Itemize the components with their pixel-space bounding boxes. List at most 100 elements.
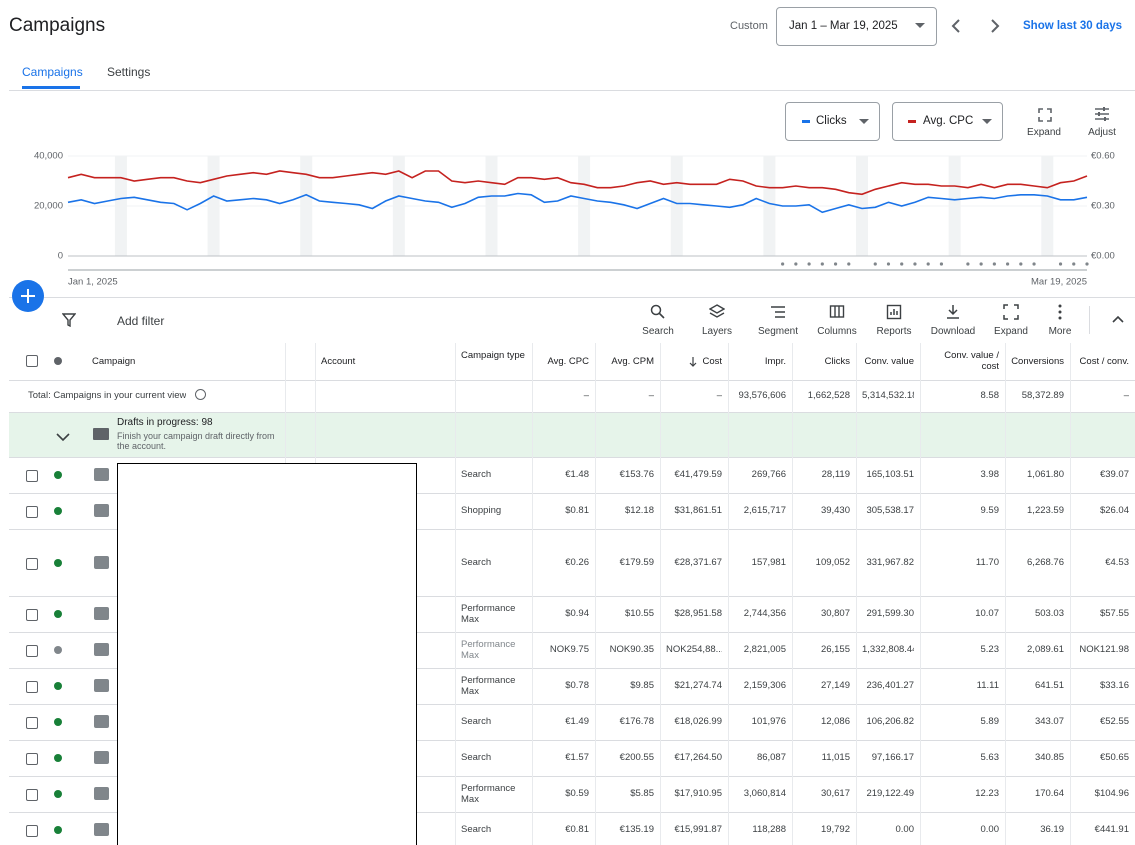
tool-button[interactable]: Layers [701, 326, 732, 337]
sort-arrow [689, 355, 697, 367]
tab[interactable]: Settings [107, 65, 151, 79]
metric-cell: €441.91 [1094, 824, 1129, 835]
divider [9, 90, 1135, 91]
tool-button[interactable]: Expand [994, 326, 1028, 337]
metric-cell: €41,479.59 [674, 469, 722, 480]
row-checkbox [26, 506, 38, 518]
drafts-title: Drafts in progress: 98 [117, 417, 213, 428]
metric-cell: 157,981 [751, 556, 786, 568]
column-header: Cost [702, 356, 722, 367]
chart-button[interactable]: Expand [1027, 127, 1061, 138]
column-divider [660, 343, 661, 845]
metric-cell: $0.94 [565, 608, 589, 619]
timeline-marker [833, 262, 838, 266]
column-divider [728, 343, 729, 845]
metric-select[interactable]: Clicks [785, 102, 880, 141]
drafts-row [9, 413, 1135, 457]
timeline-marker [781, 262, 785, 266]
metric-cell: €179.59 [619, 556, 654, 568]
metric-cell: €4.53 [1105, 556, 1129, 568]
metric-cell: 641.51 [1034, 680, 1064, 691]
prev-button[interactable] [950, 18, 962, 34]
date-range: Jan 1 – Mar 19, 2025 [789, 20, 898, 32]
tool-icon [650, 304, 666, 320]
legend-label: Avg. CPC [923, 115, 974, 127]
tool-button[interactable]: Segment [757, 326, 799, 337]
campaign-table: Campaign Account Campaign type Avg. CPC Avg.… [0, 343, 1135, 845]
tool-button[interactable]: Download [930, 326, 976, 337]
y2-tick-label: €0.30 [1091, 201, 1115, 212]
metric-cell: NOK9.75 [549, 644, 589, 655]
row-divider [9, 529, 1135, 530]
row-checkbox [26, 470, 38, 482]
metric-cell: 305,538.17 [866, 505, 914, 516]
collapse-button[interactable] [1112, 315, 1124, 323]
tool-button[interactable]: Search [642, 326, 674, 337]
metric-cell: 291,599.30 [866, 608, 914, 619]
metric-cell: $0.59 [565, 788, 589, 799]
status-header [54, 357, 62, 365]
metric-cell: 2,159,306 [743, 680, 786, 691]
folder-icon [93, 428, 109, 440]
metric-cell: $31,861.51 [674, 505, 722, 516]
metric-cell: 503.03 [1034, 608, 1064, 619]
row-divider [9, 632, 1135, 633]
timeline-marker [794, 262, 798, 266]
campaign-type: Search [461, 752, 492, 763]
metric-cell: 2,089.61 [1027, 644, 1064, 655]
tab[interactable]: Campaigns [22, 65, 83, 79]
tool-icon [1052, 304, 1068, 320]
add-button[interactable] [11, 279, 45, 313]
tool-icon [945, 304, 961, 320]
metric-cell: 26,155 [820, 644, 850, 655]
y-tick-label: 20,000 [34, 201, 63, 212]
campaign-type-icon [94, 643, 109, 656]
column-header: Campaign type [461, 350, 525, 361]
metric-cell: €1.57 [565, 752, 589, 763]
metric-cell: 39,430 [820, 505, 850, 516]
metric-cell: 3,060,814 [743, 788, 786, 799]
tool-button[interactable]: More [1048, 326, 1072, 337]
row-divider [9, 493, 1135, 494]
metric-cell: €1.48 [565, 469, 589, 480]
row-checkbox [26, 825, 38, 837]
campaign-type-icon [94, 751, 109, 764]
date-picker[interactable]: Jan 1 – Mar 19, 2025 [776, 7, 937, 46]
campaign-type: Search [461, 556, 492, 568]
metric-cell: €50.65 [1099, 752, 1129, 763]
chart-button[interactable]: Adjust [1088, 127, 1116, 138]
y-tick-label: 40,000 [34, 151, 63, 162]
total-cell: – [648, 390, 654, 401]
metric-cell: $10.55 [624, 608, 654, 619]
metric-select[interactable]: Avg. CPC [892, 102, 1003, 141]
campaign-type: Search [461, 469, 492, 480]
metric-cell: €0.26 [565, 556, 589, 568]
expand-chevron [56, 429, 70, 442]
timeline-marker [966, 262, 970, 266]
metric-cell: 5.89 [980, 716, 1000, 727]
timeline-marker [847, 262, 851, 266]
tool-button[interactable]: Columns [817, 326, 857, 337]
tool-icon [886, 304, 902, 320]
campaign-type: Performance Max [461, 783, 516, 805]
metric-cell: 12,086 [820, 716, 850, 727]
campaign-type: Performance Max [461, 639, 516, 661]
timeline-marker [820, 262, 824, 266]
tool-button[interactable]: Reports [876, 326, 912, 337]
page-title: Campaigns [9, 15, 106, 36]
total-cell: 58,372.89 [1021, 390, 1064, 401]
metric-cell: $104.96 [1094, 788, 1129, 799]
column-divider [595, 343, 596, 845]
legend-swatch [802, 120, 810, 123]
row-checkbox [26, 789, 38, 801]
filter-icon[interactable] [62, 313, 76, 327]
metric-cell: 86,087 [756, 752, 786, 763]
metric-cell: 30,617 [820, 788, 850, 799]
status-dot [54, 718, 62, 726]
metric-cell: 0.00 [895, 824, 915, 835]
metric-cell: $12.18 [624, 505, 654, 516]
quick-range[interactable]: Show last 30 days [1023, 20, 1123, 32]
next-button[interactable] [989, 18, 1001, 34]
add-filter[interactable]: Add filter [117, 314, 165, 328]
metric-cell: 97,166.17 [871, 752, 914, 763]
